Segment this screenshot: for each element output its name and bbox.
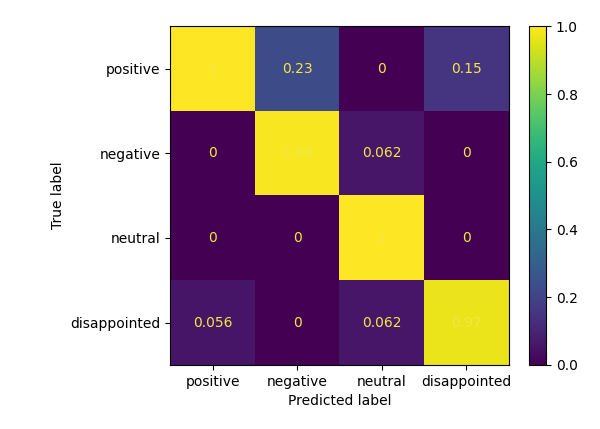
Text: 0: 0 [293,231,302,245]
X-axis label: Predicted label: Predicted label [288,394,391,408]
Text: 0.062: 0.062 [362,316,401,329]
Text: 0.056: 0.056 [193,316,232,329]
Text: 0: 0 [208,146,217,160]
Y-axis label: True label: True label [50,162,65,230]
Text: 0: 0 [462,146,471,160]
Text: 0.15: 0.15 [451,62,482,76]
Text: 0.97: 0.97 [451,316,482,329]
Text: 0: 0 [377,62,386,76]
Text: 1: 1 [208,62,217,76]
Text: 1: 1 [377,231,386,245]
Text: 0: 0 [293,316,302,329]
Text: 0.062: 0.062 [362,146,401,160]
Text: 0.23: 0.23 [282,62,313,76]
Text: 0: 0 [462,231,471,245]
Text: 0.99: 0.99 [282,146,313,160]
Text: 0: 0 [208,231,217,245]
